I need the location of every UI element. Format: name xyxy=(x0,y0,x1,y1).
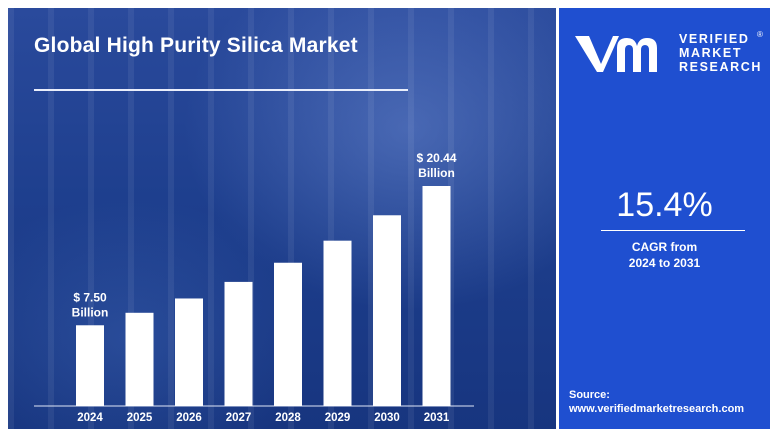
data-label-2031-line-1: $ 20.44 xyxy=(416,151,456,165)
title-underline xyxy=(34,89,408,91)
cagr-divider xyxy=(601,230,745,231)
cagr-label-line-2: 2024 to 2031 xyxy=(628,256,701,270)
cagr-label: CAGR from 2024 to 2031 xyxy=(559,239,770,271)
chart-panel: Global High Purity Silica Market 2024 202… xyxy=(8,8,556,429)
infographic-frame: Global High Purity Silica Market 2024 202… xyxy=(8,8,770,429)
tick-label-2029: 2029 xyxy=(325,412,351,424)
cagr-label-line-1: CAGR from xyxy=(631,240,698,254)
chart-title: Global High Purity Silica Market xyxy=(34,34,358,57)
bar-2026 xyxy=(175,298,203,406)
vmr-logo: VERIFIED MARKET RESEARCH ® xyxy=(571,30,766,80)
vm-logo-icon xyxy=(575,36,657,72)
bar-2025 xyxy=(125,312,154,406)
tick-label-2031: 2031 xyxy=(424,412,450,424)
bar-2030 xyxy=(373,215,401,406)
brand-line-3: RESEARCH xyxy=(679,60,762,74)
tick-label-2024: 2024 xyxy=(77,412,103,424)
bar-2027 xyxy=(224,281,253,406)
bar-2029 xyxy=(323,240,352,406)
info-sidebar: VERIFIED MARKET RESEARCH ® 15.4% CAGR fr… xyxy=(559,8,770,429)
brand-name: VERIFIED MARKET RESEARCH xyxy=(679,32,762,74)
tick-label-2030: 2030 xyxy=(374,412,400,424)
registered-mark: ® xyxy=(757,30,763,39)
data-label-2031-line-2: Billion xyxy=(418,166,455,180)
bar-2024 xyxy=(76,325,104,406)
source-url[interactable]: www.verifiedmarketresearch.com xyxy=(569,403,745,415)
bar-2031 xyxy=(422,186,451,406)
data-label-2024-line-1: $ 7.50 xyxy=(73,290,107,304)
brand-line-2: MARKET xyxy=(679,46,743,60)
tick-label-2028: 2028 xyxy=(275,412,301,424)
tick-label-2027: 2027 xyxy=(226,412,252,424)
tick-label-2025: 2025 xyxy=(127,412,153,424)
source-label: Source: xyxy=(569,389,610,401)
cagr-value: 15.4% xyxy=(616,186,713,224)
tick-label-2026: 2026 xyxy=(176,412,202,424)
brand-line-1: VERIFIED xyxy=(679,32,750,46)
bar-2028 xyxy=(274,262,302,406)
data-label-2024-line-2: Billion xyxy=(72,305,109,319)
bar-chart: 2024 2025 2026 2027 2028 2029 2030 2031$ 7.50Bi… xyxy=(34,151,474,424)
